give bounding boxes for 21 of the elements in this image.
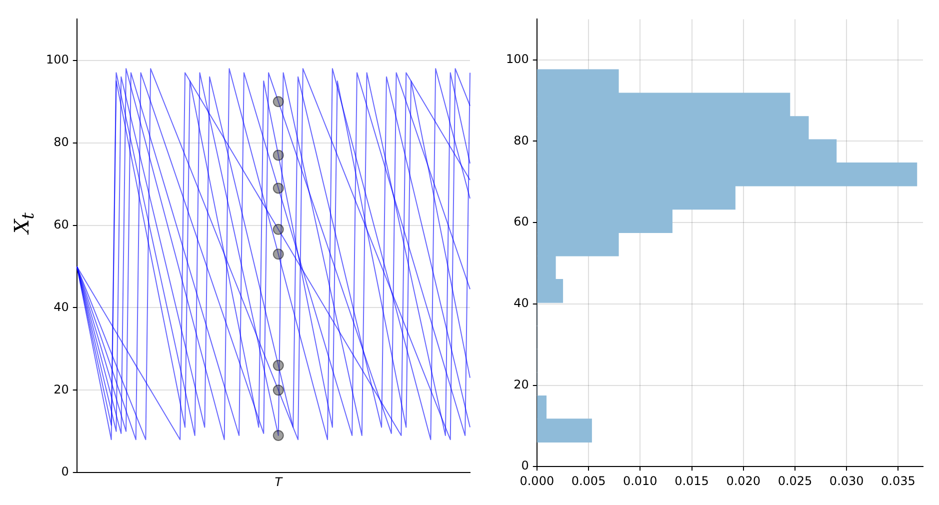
y-tick-label: 40 (54, 300, 69, 314)
x-tick-label: 0.000 (520, 474, 554, 488)
y-tick-label: 40 (514, 296, 529, 310)
x-tick-label: 0.005 (571, 474, 606, 488)
y-tick-label: 100 (506, 52, 529, 66)
y-tick-label: 20 (514, 377, 529, 392)
y-tick-label: 80 (54, 134, 69, 149)
x-tick-label: 0.015 (674, 474, 709, 488)
y-tick-label: 20 (54, 382, 69, 396)
x-tick-label: 0.010 (622, 474, 658, 488)
x-tick-label: T (274, 474, 284, 489)
x-tick-label: 0.030 (829, 474, 864, 488)
x-tick-label: 0.025 (778, 474, 812, 488)
y-tick-label: 0 (521, 458, 529, 473)
y-tick-label: 80 (514, 133, 529, 148)
y-tick-label: 60 (514, 214, 529, 229)
y-tick-label: 0 (61, 464, 69, 479)
x-tick-label: 0.020 (726, 474, 761, 488)
x-tick-label: 0.035 (881, 474, 916, 488)
y-tick-label: 100 (46, 52, 69, 67)
y-tick-label: 60 (54, 217, 69, 232)
